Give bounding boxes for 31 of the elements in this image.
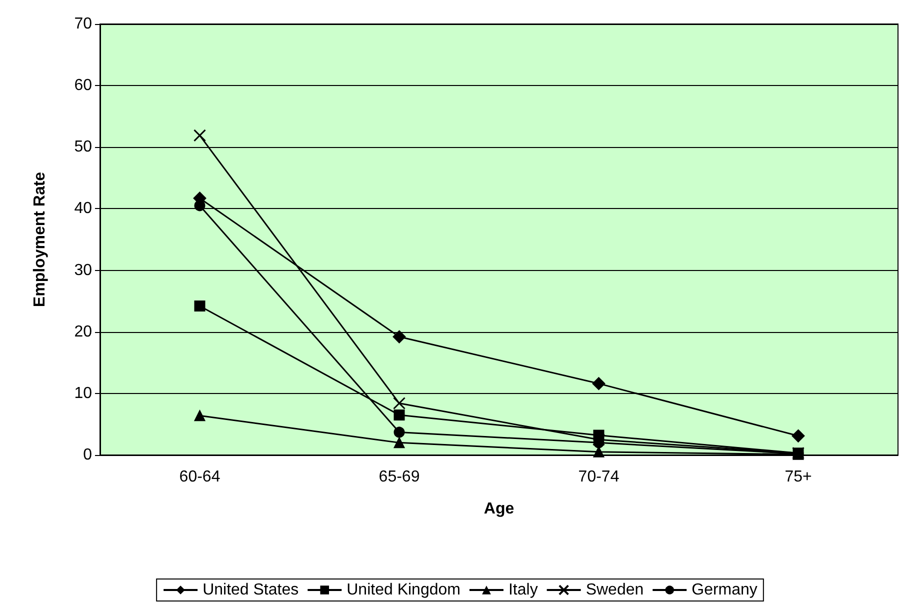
point xyxy=(392,330,406,344)
point xyxy=(394,409,405,420)
y-tick-label: 30 xyxy=(74,262,92,279)
y-tick-label: 10 xyxy=(74,384,92,402)
legend-label: Sweden xyxy=(586,582,644,598)
x-axis-title: Age xyxy=(484,500,514,518)
point xyxy=(194,300,206,312)
x-tick-label: 65-69 xyxy=(378,468,420,486)
y-tick-label: 0 xyxy=(83,446,92,464)
point xyxy=(194,410,206,422)
point xyxy=(393,397,406,410)
point xyxy=(592,433,605,446)
legend-label: Germany xyxy=(692,582,758,598)
legend-label: United States xyxy=(202,582,299,598)
x-tick-label: 70-74 xyxy=(578,468,620,486)
point xyxy=(194,129,206,142)
x-tick-label: 75+ xyxy=(784,468,812,486)
point xyxy=(194,200,206,212)
y-tick-label: 50 xyxy=(74,138,92,156)
y-axis-title: Employment Rate xyxy=(32,172,48,308)
y-tick-label: 70 xyxy=(74,16,92,32)
point xyxy=(394,426,405,438)
legend-label: United Kingdom xyxy=(346,582,460,598)
y-tick-label: 60 xyxy=(74,77,92,94)
point xyxy=(394,437,405,448)
y-tick-label: 20 xyxy=(74,323,92,340)
x-tick-label: 60-64 xyxy=(179,468,220,486)
y-tick-label: 40 xyxy=(74,200,92,218)
point xyxy=(792,429,805,442)
legend-label: Italy xyxy=(508,582,538,598)
point xyxy=(592,377,606,390)
